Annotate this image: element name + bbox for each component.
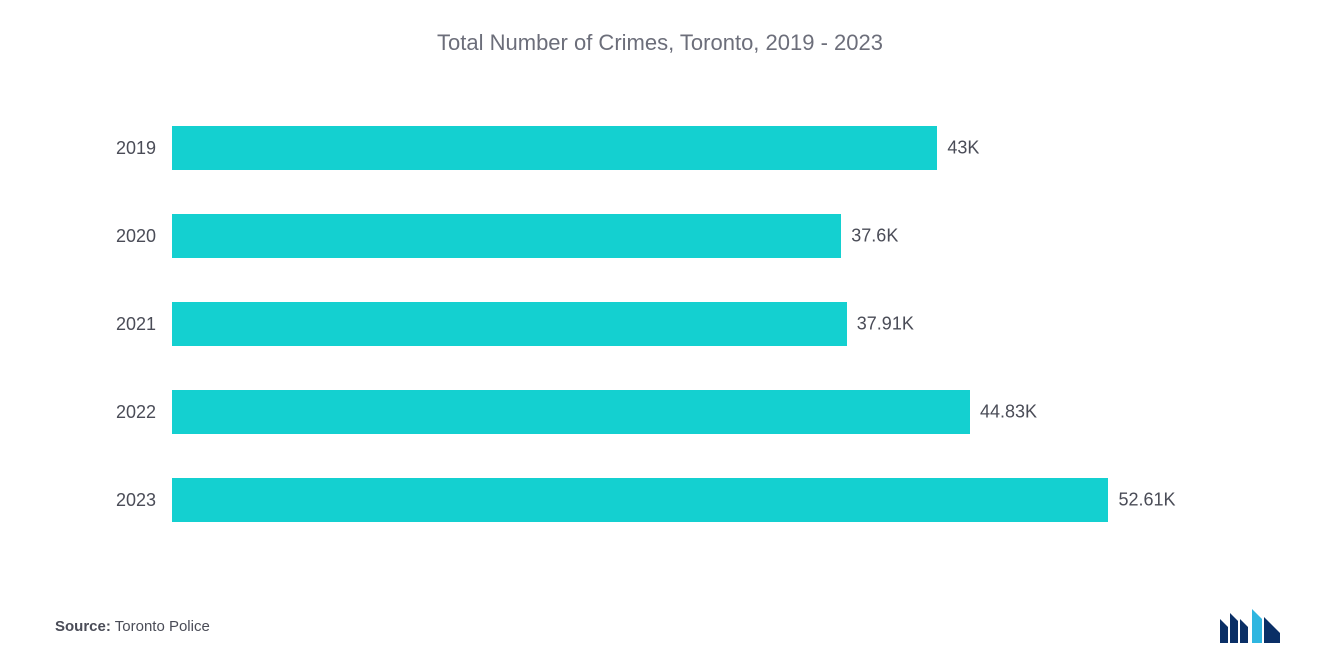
source-attribution: Source: Toronto Police bbox=[55, 618, 210, 635]
bar-track: 43K bbox=[172, 126, 1240, 170]
bar bbox=[172, 390, 970, 434]
bar-track: 37.6K bbox=[172, 214, 1240, 258]
mordor-logo-icon bbox=[1220, 609, 1280, 643]
chart-area: 2019 43K 2020 37.6K 2021 37.91K 2022 44.… bbox=[40, 126, 1280, 522]
bar-row: 2022 44.83K bbox=[100, 390, 1240, 434]
bar-value-label: 52.61K bbox=[1118, 490, 1175, 511]
bar bbox=[172, 478, 1108, 522]
y-axis-label: 2023 bbox=[100, 490, 172, 511]
bar-row: 2020 37.6K bbox=[100, 214, 1240, 258]
chart-title: Total Number of Crimes, Toronto, 2019 - … bbox=[40, 30, 1280, 56]
bar-row: 2023 52.61K bbox=[100, 478, 1240, 522]
y-axis-label: 2019 bbox=[100, 138, 172, 159]
bar-track: 52.61K bbox=[172, 478, 1240, 522]
bar-track: 44.83K bbox=[172, 390, 1240, 434]
bar bbox=[172, 214, 841, 258]
y-axis-label: 2020 bbox=[100, 226, 172, 247]
source-text: Toronto Police bbox=[115, 618, 210, 635]
bar-value-label: 43K bbox=[947, 138, 979, 159]
bar-value-label: 37.6K bbox=[851, 226, 898, 247]
bar-row: 2019 43K bbox=[100, 126, 1240, 170]
bar-track: 37.91K bbox=[172, 302, 1240, 346]
bar-value-label: 44.83K bbox=[980, 402, 1037, 423]
bar-row: 2021 37.91K bbox=[100, 302, 1240, 346]
bar-value-label: 37.91K bbox=[857, 314, 914, 335]
bar bbox=[172, 126, 937, 170]
y-axis-label: 2022 bbox=[100, 402, 172, 423]
source-lead: Source: bbox=[55, 618, 111, 635]
bar bbox=[172, 302, 847, 346]
y-axis-label: 2021 bbox=[100, 314, 172, 335]
